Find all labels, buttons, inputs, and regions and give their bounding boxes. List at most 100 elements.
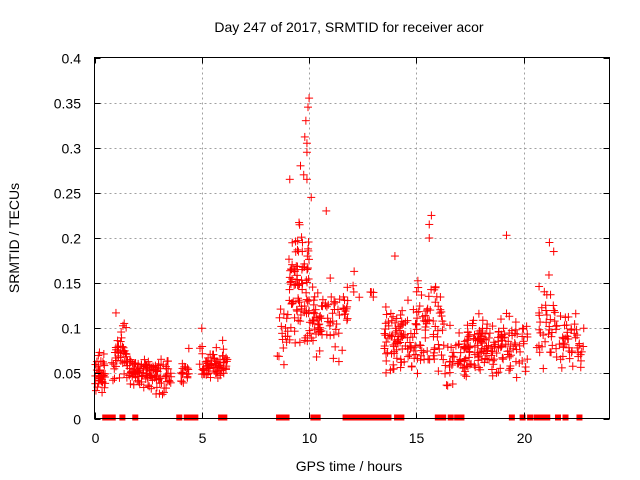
data-point xyxy=(134,378,143,387)
data-point xyxy=(301,116,310,125)
data-point xyxy=(423,304,432,313)
y-tick-label: 0.3 xyxy=(62,141,82,157)
data-point xyxy=(431,282,440,291)
data-point xyxy=(437,351,446,360)
data-point xyxy=(509,344,518,353)
data-point xyxy=(290,313,299,322)
zero-value-marker xyxy=(367,414,374,421)
data-point xyxy=(441,369,450,378)
data-point xyxy=(560,340,569,349)
data-point xyxy=(215,361,224,370)
data-point xyxy=(535,282,544,291)
data-point xyxy=(288,238,297,247)
data-point xyxy=(140,355,149,364)
zero-value-marker xyxy=(519,414,526,421)
data-point xyxy=(462,336,471,345)
data-point xyxy=(144,381,153,390)
data-point xyxy=(157,355,166,364)
data-point xyxy=(558,333,567,342)
data-point xyxy=(447,361,456,370)
data-point xyxy=(542,318,551,327)
zero-value-marker xyxy=(192,414,199,421)
data-point xyxy=(464,332,473,341)
data-point xyxy=(304,274,313,283)
data-point xyxy=(392,354,401,363)
data-point xyxy=(304,103,313,112)
data-point xyxy=(213,373,222,382)
data-point xyxy=(465,360,474,369)
data-point xyxy=(278,335,287,344)
data-point xyxy=(391,318,400,327)
data-point xyxy=(334,329,343,338)
data-point xyxy=(389,312,398,321)
data-point xyxy=(463,343,472,352)
data-point xyxy=(490,342,499,351)
data-point xyxy=(469,316,478,325)
y-tick-label: 0.15 xyxy=(54,276,81,292)
data-point xyxy=(442,381,451,390)
data-point xyxy=(505,312,514,321)
data-point xyxy=(550,308,559,317)
data-point xyxy=(572,325,581,334)
zero-value-marker xyxy=(440,414,447,421)
data-point xyxy=(98,378,107,387)
zero-value-marker xyxy=(104,414,111,421)
data-point xyxy=(424,292,433,301)
data-point xyxy=(476,336,485,345)
zero-value-marker xyxy=(374,414,381,421)
data-point xyxy=(390,252,399,261)
data-point xyxy=(304,255,313,264)
data-point xyxy=(439,355,448,364)
data-point xyxy=(433,326,442,335)
data-point xyxy=(506,364,515,373)
data-point xyxy=(310,292,319,301)
data-point xyxy=(552,353,561,362)
data-point xyxy=(505,352,514,361)
data-point xyxy=(480,358,489,367)
data-point xyxy=(177,368,186,377)
zero-value-marker xyxy=(364,414,371,421)
data-point xyxy=(343,283,352,292)
data-point xyxy=(522,322,531,331)
data-point xyxy=(489,338,498,347)
data-point xyxy=(557,363,566,372)
data-point xyxy=(499,324,508,333)
data-point xyxy=(302,175,311,184)
data-point xyxy=(294,296,303,305)
data-point xyxy=(283,310,292,319)
data-point xyxy=(415,340,424,349)
x-tick-label: 10 xyxy=(302,430,318,446)
data-point xyxy=(355,293,364,302)
data-point xyxy=(561,313,570,322)
data-point xyxy=(502,231,511,240)
zero-value-marker xyxy=(458,414,465,421)
data-point xyxy=(523,355,532,364)
data-point xyxy=(304,306,313,315)
data-point xyxy=(367,288,376,297)
data-point xyxy=(429,330,438,339)
data-point xyxy=(108,376,117,385)
zero-value-marker xyxy=(183,414,190,421)
data-point xyxy=(184,344,193,353)
zero-value-marker xyxy=(221,414,228,421)
data-point xyxy=(292,305,301,314)
data-point xyxy=(403,316,412,325)
data-point xyxy=(110,364,119,373)
data-point xyxy=(507,351,516,360)
data-point xyxy=(298,285,307,294)
zero-value-marker xyxy=(562,414,569,421)
data-point xyxy=(330,297,339,306)
data-point xyxy=(545,238,554,247)
data-point xyxy=(463,362,472,371)
x-tick-label: 0 xyxy=(92,430,100,446)
chart-title: Day 247 of 2017, SRMTID for receiver aco… xyxy=(214,19,484,35)
y-tick-label: 0.1 xyxy=(62,321,82,337)
data-point xyxy=(297,304,306,313)
data-point xyxy=(492,369,501,378)
data-point xyxy=(160,384,169,393)
data-point xyxy=(322,330,331,339)
zero-value-marker xyxy=(176,414,183,421)
data-point xyxy=(304,238,313,247)
data-point xyxy=(289,265,298,274)
data-point xyxy=(120,319,129,328)
